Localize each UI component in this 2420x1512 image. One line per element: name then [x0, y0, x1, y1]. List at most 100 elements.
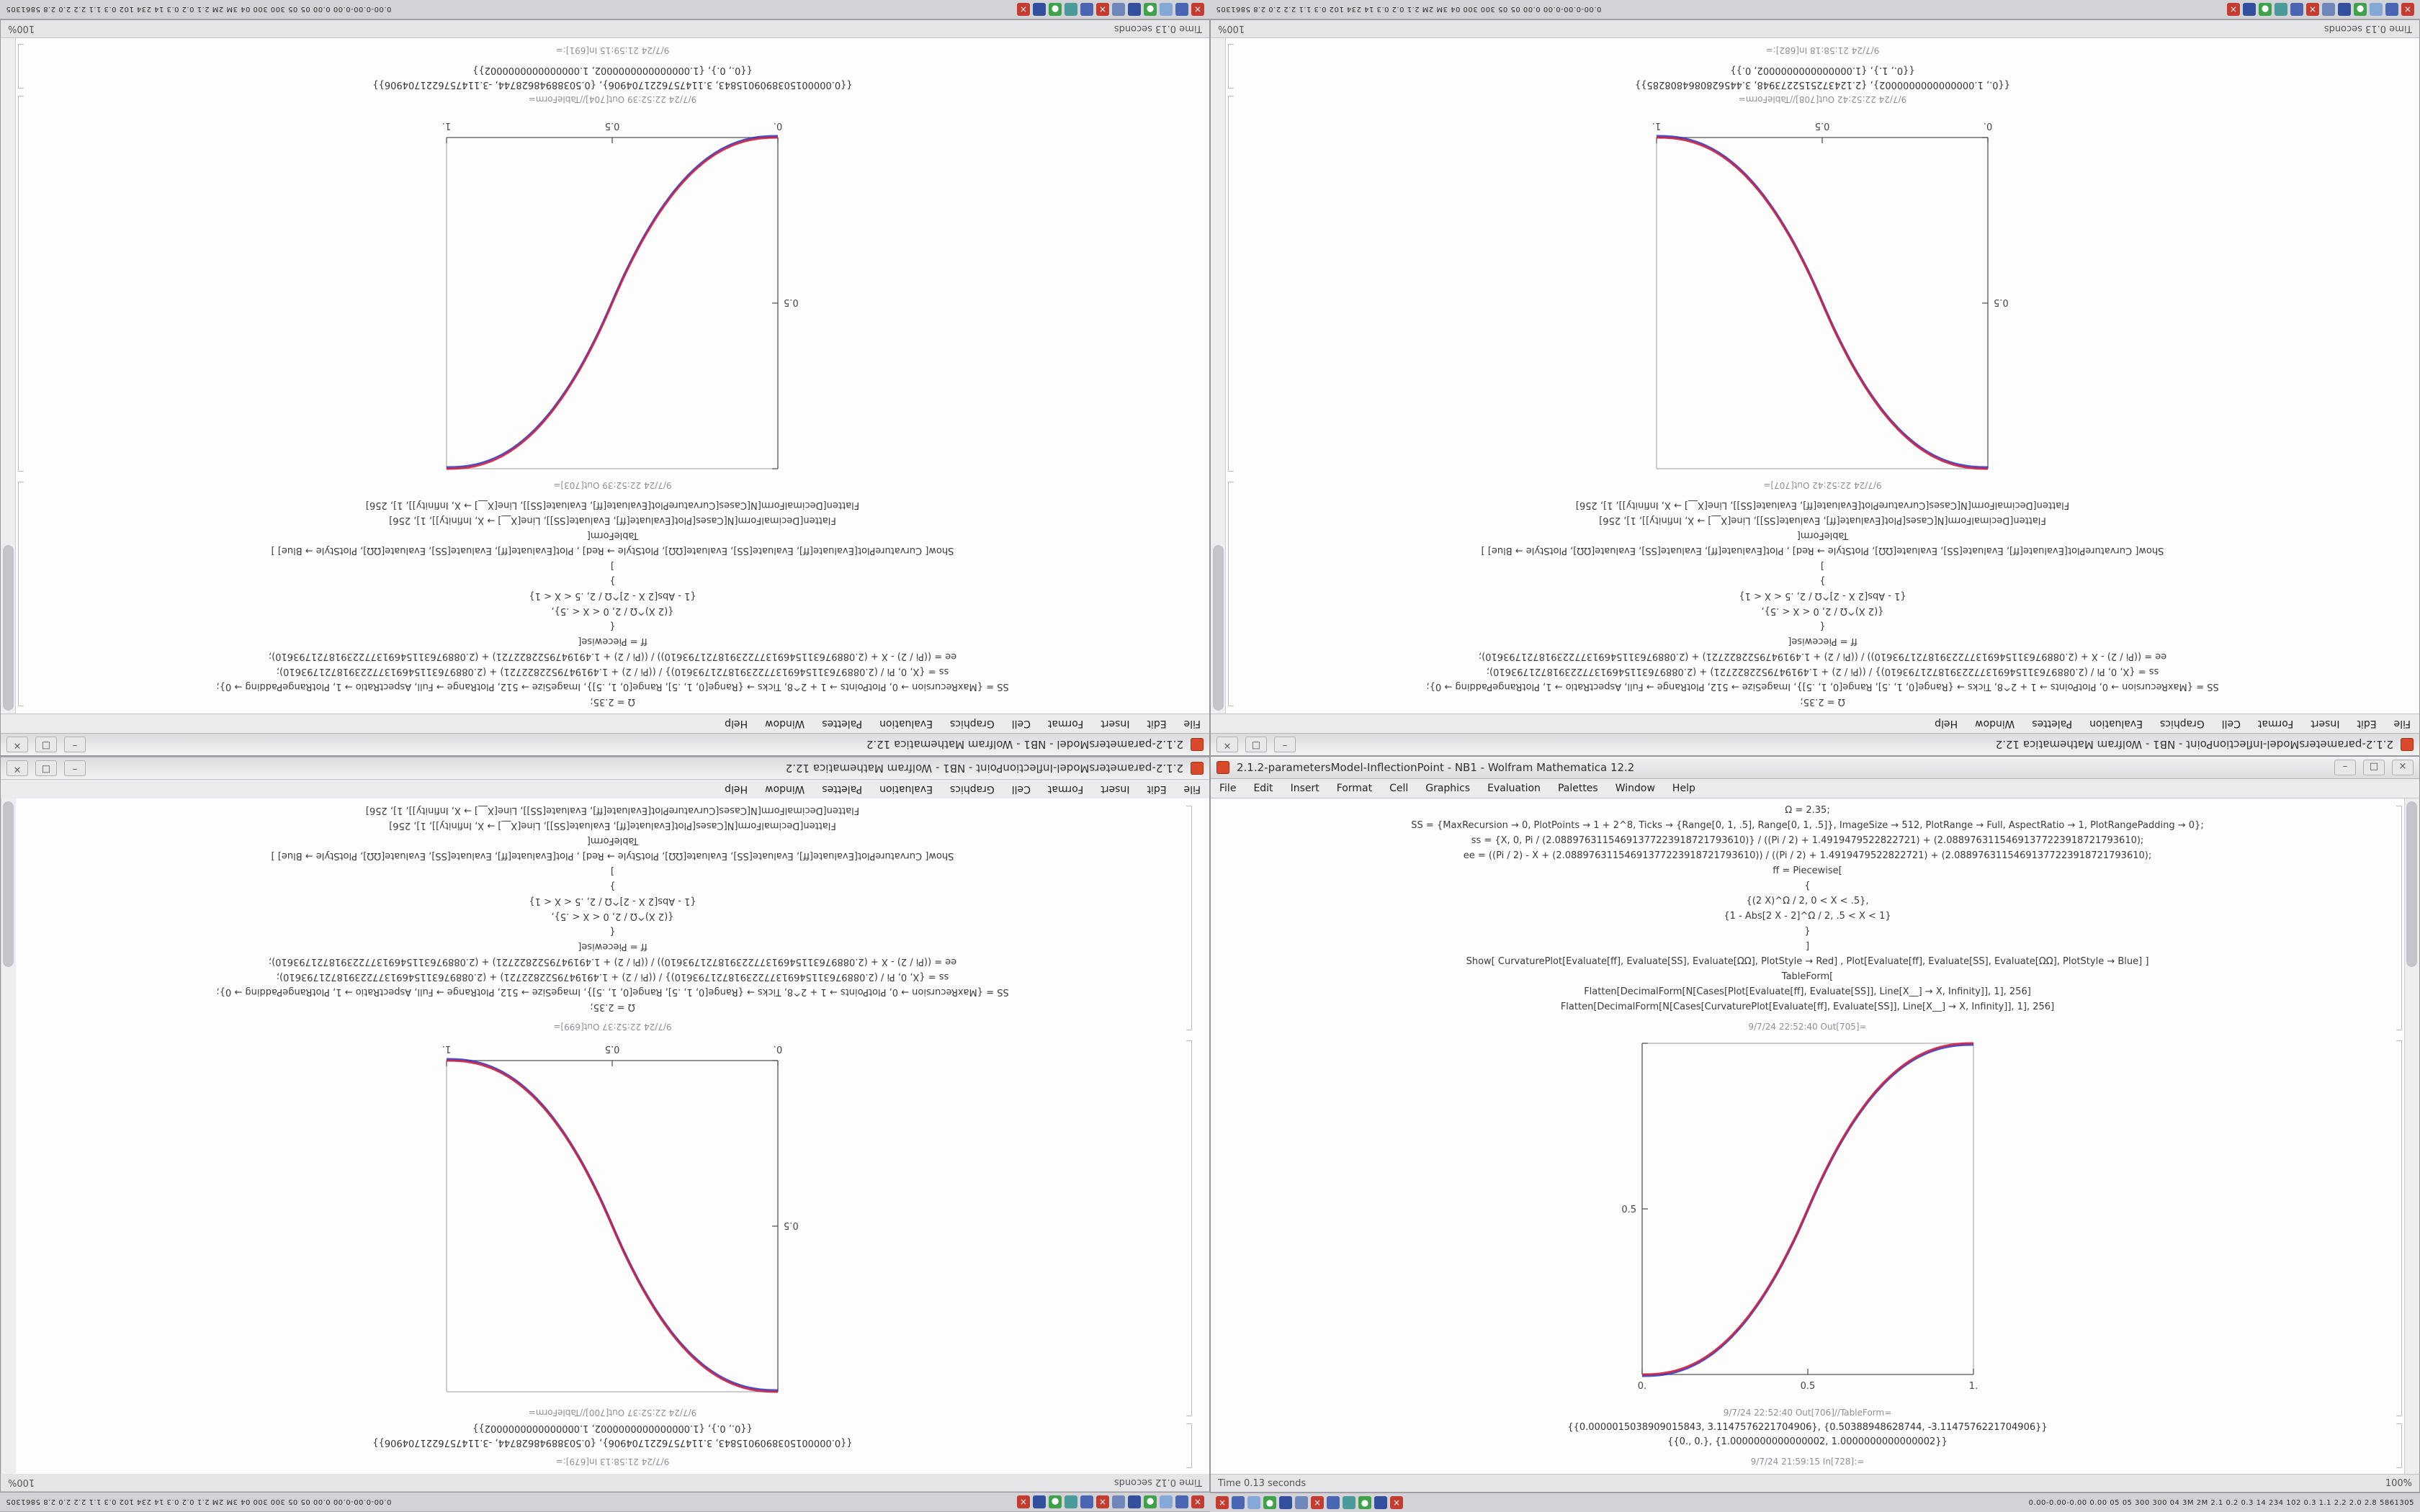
- tray-app-green-2-icon[interactable]: ●: [2259, 3, 2272, 16]
- tray-app-lightblue-icon[interactable]: [1160, 3, 1173, 16]
- tray-app-green-icon[interactable]: ●: [1144, 3, 1157, 16]
- tray-close-red-3-icon[interactable]: ×: [1017, 1495, 1030, 1508]
- close-button[interactable]: ×: [2392, 760, 2414, 775]
- maximize-button[interactable]: □: [35, 760, 57, 776]
- tray-app-navy-2-icon[interactable]: [1033, 3, 1046, 16]
- tray-close-red-icon[interactable]: ×: [1191, 1495, 1204, 1508]
- menu-item-insert[interactable]: Insert: [2311, 718, 2340, 729]
- tray-app-green-2-icon[interactable]: ●: [1049, 1495, 1062, 1508]
- tray-app-teal-icon[interactable]: [2275, 3, 2287, 16]
- tray-app-slate-icon[interactable]: [1112, 1495, 1125, 1508]
- minimize-button[interactable]: –: [2334, 760, 2356, 775]
- tray-app-green-icon[interactable]: ●: [1144, 1495, 1157, 1508]
- tray-app-green-icon[interactable]: ●: [2354, 3, 2367, 16]
- menu-item-help[interactable]: Help: [1672, 783, 1695, 794]
- menu-item-graphics[interactable]: Graphics: [949, 783, 995, 795]
- tray-app-blue-icon[interactable]: [1232, 1496, 1245, 1509]
- minimize-button[interactable]: –: [1274, 737, 1296, 752]
- tray-app-slate-icon[interactable]: [1295, 1496, 1308, 1509]
- tray-close-red-2-icon[interactable]: ×: [1311, 1496, 1324, 1509]
- tray-app-blue-icon[interactable]: [1175, 1495, 1188, 1508]
- tray-app-navy-icon[interactable]: [1128, 1495, 1141, 1508]
- tray-close-red-icon[interactable]: ×: [2401, 3, 2414, 16]
- maximize-button[interactable]: □: [1245, 737, 1267, 752]
- title-bar[interactable]: 2.1.2-parametersModel-InflectionPoint - …: [1, 757, 1209, 779]
- tray-close-red-3-icon[interactable]: ×: [1017, 3, 1030, 16]
- menu-item-window[interactable]: Window: [1975, 718, 2015, 729]
- tray-app-lightblue-icon[interactable]: [2370, 3, 2383, 16]
- tray-app-teal-icon[interactable]: [1065, 1495, 1077, 1508]
- tray-close-red-icon[interactable]: ×: [1191, 3, 1204, 16]
- menu-item-graphics[interactable]: Graphics: [2159, 718, 2205, 729]
- tray-close-red-2-icon[interactable]: ×: [1096, 1495, 1109, 1508]
- minimize-button[interactable]: –: [64, 737, 86, 752]
- tray-app-teal-icon[interactable]: [1065, 3, 1077, 16]
- menu-item-edit[interactable]: Edit: [1147, 783, 1167, 795]
- menu-item-cell[interactable]: Cell: [1011, 718, 1031, 729]
- tray-close-red-2-icon[interactable]: ×: [2306, 3, 2319, 16]
- menu-item-file[interactable]: File: [1183, 718, 1201, 729]
- minimize-button[interactable]: –: [64, 760, 86, 776]
- menu-item-format[interactable]: Format: [1047, 718, 1084, 729]
- scrollbar-thumb[interactable]: [2406, 801, 2417, 967]
- tray-app-navy-2-icon[interactable]: [1033, 1495, 1046, 1508]
- tray-app-slate-icon[interactable]: [2322, 3, 2335, 16]
- tray-app-slate-icon[interactable]: [1112, 3, 1125, 16]
- title-bar[interactable]: 2.1.2-parametersModel-InflectionPoint - …: [1211, 757, 2419, 779]
- menu-item-help[interactable]: Help: [725, 718, 748, 729]
- tray-app-blue-2-icon[interactable]: [2290, 3, 2303, 16]
- menu-item-edit[interactable]: Edit: [1147, 718, 1167, 729]
- tray-app-navy-icon[interactable]: [1279, 1496, 1292, 1509]
- menu-item-file[interactable]: File: [1183, 783, 1201, 795]
- status-zoom[interactable]: 100%: [8, 1477, 35, 1488]
- menu-item-cell[interactable]: Cell: [2221, 718, 2241, 729]
- code-cell[interactable]: Ω = 2.35; SS = {MaxRecursion → 0, PlotPoi…: [1226, 498, 2419, 709]
- tray-app-navy-icon[interactable]: [1128, 3, 1141, 16]
- notebook-area[interactable]: Ω = 2.35; SS = {MaxRecursion → 0, PlotPoi…: [1, 38, 1209, 714]
- tray-app-green-icon[interactable]: ●: [1263, 1496, 1276, 1509]
- menu-item-cell[interactable]: Cell: [1389, 783, 1409, 794]
- tray-app-lightblue-icon[interactable]: [1247, 1496, 1260, 1509]
- status-zoom[interactable]: 100%: [2385, 1477, 2412, 1489]
- tray-app-lightblue-icon[interactable]: [1160, 1495, 1173, 1508]
- title-bar[interactable]: 2.1.2-parametersModel-InflectionPoint - …: [1211, 733, 2419, 755]
- tray-app-blue-2-icon[interactable]: [1327, 1496, 1340, 1509]
- notebook-area[interactable]: Ω = 2.35; SS = {MaxRecursion → 0, PlotPoi…: [1211, 798, 2419, 1474]
- menu-item-format[interactable]: Format: [1336, 783, 1373, 794]
- title-bar[interactable]: 2.1.2-parametersModel - NB1 - Wolfram Ma…: [1, 733, 1209, 755]
- menu-item-palettes[interactable]: Palettes: [822, 783, 863, 795]
- menu-item-evaluation[interactable]: Evaluation: [1487, 783, 1541, 794]
- menu-item-insert[interactable]: Insert: [1101, 718, 1130, 729]
- scrollbar-thumb[interactable]: [1213, 545, 1224, 711]
- menu-item-help[interactable]: Help: [725, 783, 748, 795]
- status-zoom[interactable]: 100%: [1218, 23, 1245, 35]
- maximize-button[interactable]: □: [35, 737, 57, 752]
- tray-app-navy-2-icon[interactable]: [2243, 3, 2256, 16]
- scrollbar-thumb[interactable]: [3, 801, 14, 967]
- menu-item-window[interactable]: Window: [765, 783, 805, 795]
- menu-item-window[interactable]: Window: [765, 718, 805, 729]
- code-cell[interactable]: Ω = 2.35; SS = {MaxRecursion → 0, PlotPoi…: [16, 803, 1209, 1014]
- tray-app-blue-icon[interactable]: [2385, 3, 2398, 16]
- tray-close-red-3-icon[interactable]: ×: [2227, 3, 2240, 16]
- notebook-scrollbar[interactable]: [1211, 38, 1226, 714]
- close-button[interactable]: ×: [6, 737, 28, 752]
- tray-app-green-2-icon[interactable]: ●: [1358, 1496, 1371, 1509]
- menu-item-format[interactable]: Format: [1047, 783, 1084, 795]
- menu-item-evaluation[interactable]: Evaluation: [879, 783, 933, 795]
- notebook-scrollbar[interactable]: [1, 38, 16, 714]
- status-zoom[interactable]: 100%: [8, 23, 35, 35]
- notebook-scrollbar[interactable]: [2404, 798, 2419, 1474]
- menu-item-window[interactable]: Window: [1615, 783, 1655, 794]
- menu-item-edit[interactable]: Edit: [1253, 783, 1273, 794]
- menu-item-graphics[interactable]: Graphics: [1425, 783, 1471, 794]
- menu-item-file[interactable]: File: [2393, 718, 2411, 729]
- close-button[interactable]: ×: [1216, 737, 1238, 752]
- notebook-area[interactable]: Ω = 2.35; SS = {MaxRecursion → 0, PlotPoi…: [1, 798, 1209, 1474]
- tray-close-red-3-icon[interactable]: ×: [1390, 1496, 1403, 1509]
- notebook-area[interactable]: Ω = 2.35; SS = {MaxRecursion → 0, PlotPoi…: [1211, 38, 2419, 714]
- menu-item-insert[interactable]: Insert: [1290, 783, 1319, 794]
- menu-item-edit[interactable]: Edit: [2357, 718, 2377, 729]
- close-button[interactable]: ×: [6, 760, 28, 776]
- tray-close-red-icon[interactable]: ×: [1216, 1496, 1229, 1509]
